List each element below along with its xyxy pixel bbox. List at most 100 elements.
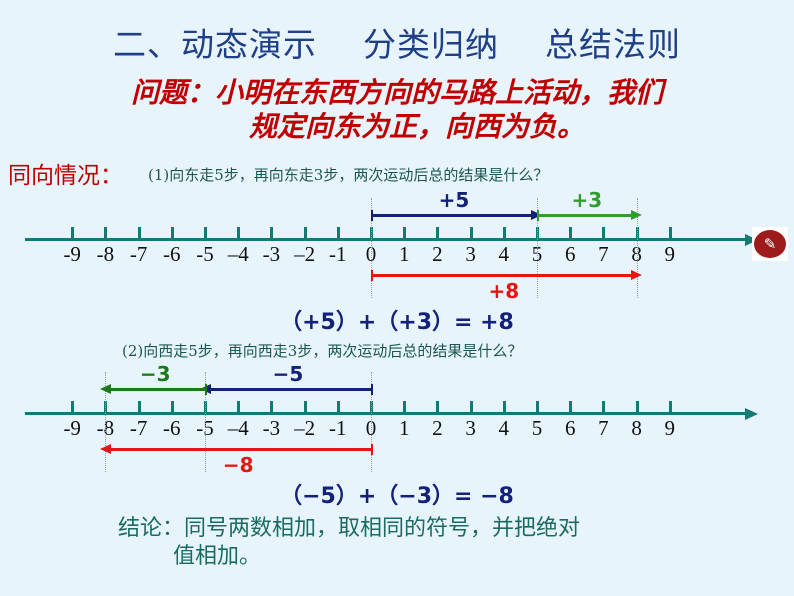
- problem-statement: 问题：小明在东西方向的马路上活动，我们 规定向东为正，向西为负。: [40, 76, 754, 144]
- axis-tick-label: –4: [227, 242, 249, 266]
- axis-arrowhead-icon: [745, 408, 758, 420]
- axis-tick-label: -8: [96, 242, 115, 266]
- guide-line: [371, 198, 373, 298]
- axis-tick: [336, 227, 340, 238]
- conclusion-text: 结论：同号两数相加，取相同的符号，并把绝对 值相加。: [118, 515, 738, 571]
- axis-tick: [303, 401, 307, 412]
- guide-line: [636, 198, 639, 298]
- axis-tick-label: -3: [262, 416, 281, 440]
- axis-tick: [270, 401, 274, 412]
- vector-label-total-move: −8: [222, 453, 254, 477]
- axis-tick-label: -9: [63, 242, 81, 266]
- vector-label-second-move: −3: [139, 362, 171, 386]
- axis-tick-label: -1: [329, 416, 347, 440]
- axis-tick-label: -6: [163, 242, 181, 266]
- conclusion-line-2: 值相加。: [173, 544, 262, 570]
- axis-tick-label: 9: [664, 416, 676, 440]
- axis-tick: [602, 227, 606, 238]
- vector-arrowhead-icon: [531, 210, 542, 220]
- axis-tick-label: 6: [564, 242, 576, 266]
- axis-tick-label: -7: [129, 416, 148, 440]
- axis-tick: [204, 227, 207, 238]
- axis-tick: [569, 227, 573, 238]
- guide-line: [371, 372, 373, 472]
- axis-tick: [668, 401, 672, 412]
- axis-tick-label: 5: [531, 416, 543, 440]
- vector-arrowhead-icon: [630, 210, 642, 220]
- vector-tail-cap: [205, 384, 207, 395]
- axis-tick: [569, 401, 573, 412]
- guide-line: [537, 198, 539, 298]
- axis-tick: [137, 227, 141, 238]
- vector-second-move: [537, 214, 637, 217]
- guide-line: [205, 372, 207, 472]
- axis-tick: [170, 401, 174, 412]
- axis-tick: [668, 227, 672, 238]
- axis-tick-label: 8: [631, 416, 642, 440]
- axis-tick: [170, 227, 174, 238]
- axis-tick: [635, 401, 639, 412]
- axis-tick-label: –2: [294, 242, 316, 266]
- axis-tick-label: 7: [598, 416, 609, 440]
- vector-tail-cap: [371, 210, 373, 221]
- vector-label-second-move: +3: [571, 188, 603, 212]
- vector-second-move: [105, 388, 205, 391]
- axis-tick-label: 1: [398, 242, 410, 266]
- axis-tick-label: -7: [129, 242, 148, 266]
- axis-tick: [237, 401, 241, 412]
- axis-tick-label: 4: [498, 416, 510, 440]
- question-2-text: (2)向西走5步，再向西走3步，两次运动后总的结果是什么？: [122, 342, 523, 360]
- axis-tick-label: 6: [564, 416, 576, 440]
- equation-1: （+5）+（+3）= +8: [280, 310, 514, 335]
- vector-total-move: [371, 274, 637, 277]
- vector-arrowhead-icon: [630, 270, 642, 280]
- conclusion-line-1: 结论：同号两数相加，取相同的符号，并把绝对: [118, 516, 581, 541]
- axis-tick-label: -6: [163, 416, 181, 440]
- problem-line-1: 问题：小明在东西方向的马路上活动，我们: [130, 76, 663, 109]
- vector-total-move: [105, 448, 371, 451]
- axis-tick: [502, 401, 506, 412]
- axis-line: [25, 412, 745, 415]
- axis-tick-label: 9: [664, 242, 676, 266]
- axis-tick: [436, 227, 440, 238]
- axis-tick-label: -1: [329, 242, 347, 266]
- axis-tick-label: –4: [227, 416, 249, 440]
- axis-tick-label: 2: [432, 242, 443, 266]
- vector-arrowhead-icon: [100, 384, 112, 394]
- axis-tick-label: -3: [262, 242, 281, 266]
- axis-tick-label: 3: [465, 416, 476, 440]
- vector-tail-cap: [371, 384, 373, 395]
- axis-tick: [602, 401, 606, 412]
- vector-label-first-move: +5: [438, 188, 470, 212]
- axis-tick: [270, 227, 274, 238]
- axis-tick-label: 7: [598, 242, 609, 266]
- axis-tick-label: –2: [294, 416, 316, 440]
- page-title: 二、动态演示 分类归纳 总结法则: [113, 25, 681, 64]
- vector-label-first-move: −5: [272, 362, 304, 386]
- vector-first-move: [371, 214, 537, 217]
- axis-tick: [104, 227, 108, 238]
- axis-tick: [336, 401, 340, 412]
- axis-tick: [403, 227, 407, 238]
- school-logo-badge: ✎: [752, 227, 788, 261]
- badge-circle-icon: ✎: [754, 230, 786, 258]
- axis-tick: [536, 401, 539, 412]
- section-label-same-direction: 同向情况：: [8, 163, 123, 189]
- vector-tail-cap: [537, 210, 539, 221]
- axis-tick: [436, 401, 440, 412]
- axis-tick-label: 4: [498, 242, 510, 266]
- vector-label-total-move: +8: [488, 279, 520, 303]
- axis-tick: [71, 401, 75, 412]
- axis-tick-label: -5: [196, 242, 214, 266]
- axis-tick: [137, 401, 141, 412]
- axis-tick: [469, 227, 473, 238]
- axis-tick: [303, 227, 307, 238]
- question-1-text: (1)向东走5步，再向东走3步，两次运动后总的结果是什么？: [148, 166, 549, 184]
- vector-arrowhead-icon: [100, 444, 112, 454]
- guide-line: [105, 372, 107, 472]
- vector-tail-cap: [371, 270, 373, 281]
- axis-tick-label: 3: [465, 242, 476, 266]
- axis-tick: [469, 401, 473, 412]
- axis-tick-label: 1: [398, 416, 410, 440]
